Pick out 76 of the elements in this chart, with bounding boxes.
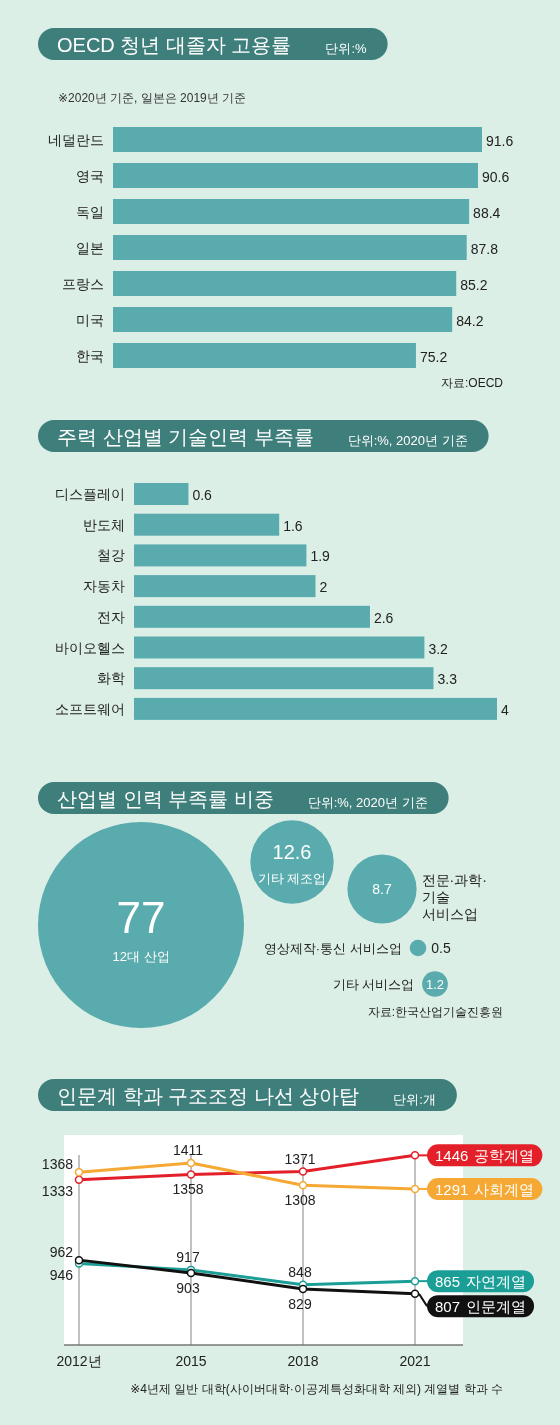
data-label: 2.6 bbox=[373, 609, 394, 626]
data-label: 90.6 bbox=[481, 168, 510, 185]
data-label: 848 bbox=[288, 1263, 312, 1280]
y-tick-label: 영국 bbox=[76, 167, 104, 184]
y-tick-label: 반도체 bbox=[83, 516, 125, 533]
data-label: 84.2 bbox=[456, 312, 484, 329]
text: 자연계열 bbox=[466, 1273, 527, 1291]
data-label: 0.5 bbox=[431, 940, 451, 956]
data-label: 1.6 bbox=[283, 517, 303, 534]
chart-subtitle: 단위:개 bbox=[393, 1092, 436, 1107]
x-tick-label: 2021 bbox=[399, 1353, 431, 1369]
category-label: 전문·과학·기술 서비스업 bbox=[421, 872, 487, 922]
text: ※2020년 기준, 일본은 2019년 기준 bbox=[58, 91, 247, 105]
data-label: 1371 bbox=[284, 1150, 316, 1167]
data-label: 88.4 bbox=[473, 204, 501, 221]
y-tick-label: 프랑스 bbox=[62, 275, 104, 292]
y-tick-label: 소프트웨어 bbox=[55, 700, 125, 717]
data-label: 917 bbox=[176, 1248, 200, 1265]
y-tick-label: 전자 bbox=[97, 608, 125, 625]
data-label: 807 bbox=[435, 1298, 461, 1316]
data-label: 4 bbox=[501, 701, 509, 718]
data-label: 77 bbox=[116, 893, 166, 942]
data-label: 3.2 bbox=[428, 640, 449, 657]
data-label: 87.8 bbox=[470, 240, 499, 257]
data-label: 946 bbox=[49, 1266, 74, 1283]
category-label: 영상제작·통신 서비스업 bbox=[263, 941, 402, 956]
data-label: 75.2 bbox=[419, 348, 448, 365]
y-tick-label: 화학 bbox=[97, 670, 125, 687]
data-label: 12.6 bbox=[272, 841, 312, 863]
text: ※4년제 일반 대학(사이버대학·이공계특성화대학 제외) 계열별 학과 수 bbox=[130, 1382, 503, 1396]
text: 사회계열 bbox=[474, 1180, 535, 1198]
chart-title: OECD 청년 대졸자 고용률 bbox=[57, 34, 292, 56]
y-tick-label: 네덜란드 bbox=[48, 131, 104, 148]
y-tick-label: 자동차 bbox=[83, 578, 125, 595]
data-label: 2 bbox=[319, 579, 328, 596]
text: 인문계열 bbox=[466, 1298, 527, 1316]
data-label: 3.3 bbox=[437, 671, 458, 688]
data-label: 1446 bbox=[435, 1147, 469, 1165]
data-label: 1308 bbox=[284, 1192, 316, 1209]
data-label: 1333 bbox=[41, 1182, 74, 1199]
y-tick-label: 미국 bbox=[76, 311, 104, 328]
chart-title: 인문계 학과 구조조정 나선 상아탑 bbox=[57, 1085, 360, 1107]
y-tick-label: 바이오헬스 bbox=[55, 639, 125, 656]
text: 공학계열 bbox=[474, 1147, 535, 1165]
chart-title: 주력 산업별 기술인력 부족률 bbox=[57, 426, 314, 448]
data-label: 1368 bbox=[41, 1156, 74, 1173]
category-label: 기타 서비스업 bbox=[332, 977, 415, 992]
text: 자료:OECD bbox=[440, 376, 504, 390]
data-label: 0.6 bbox=[192, 487, 213, 503]
chart-subtitle: 단위:%, 2020년 기준 bbox=[347, 433, 468, 448]
data-label: 1.2 bbox=[425, 977, 445, 992]
data-label: 1411 bbox=[172, 1141, 204, 1158]
data-label: 865 bbox=[435, 1273, 461, 1291]
data-label: 8.7 bbox=[372, 881, 392, 897]
text: 단위:%, 2020년 기준 bbox=[307, 795, 428, 810]
x-tick-label: 2018 bbox=[287, 1353, 319, 1369]
category-label: 기타 제조업 bbox=[257, 871, 327, 886]
y-tick-label: 디스플레이 bbox=[55, 486, 125, 502]
chart-subtitle: 단위:% bbox=[325, 41, 368, 56]
text: 자료:한국산업기술진흥원 bbox=[367, 1005, 503, 1019]
data-label: 903 bbox=[176, 1279, 200, 1296]
data-label: 91.6 bbox=[486, 132, 514, 149]
text: 산업별 인력 부족률 비중 bbox=[57, 788, 274, 810]
data-label: 1291 bbox=[435, 1180, 469, 1198]
data-label: 1.9 bbox=[310, 548, 331, 565]
data-label: 829 bbox=[288, 1295, 312, 1312]
data-label: 85.2 bbox=[460, 276, 488, 293]
data-label: 1358 bbox=[172, 1181, 204, 1198]
x-tick-label: 2015 bbox=[175, 1353, 207, 1369]
x-tick-label: 2012년 bbox=[56, 1353, 102, 1369]
data-label: 962 bbox=[49, 1244, 74, 1261]
category-label: 12대 산업 bbox=[112, 949, 170, 964]
y-tick-label: 철강 bbox=[97, 547, 125, 564]
y-tick-label: 독일 bbox=[76, 203, 104, 220]
y-tick-label: 일본 bbox=[76, 239, 104, 256]
y-tick-label: 한국 bbox=[76, 347, 104, 364]
